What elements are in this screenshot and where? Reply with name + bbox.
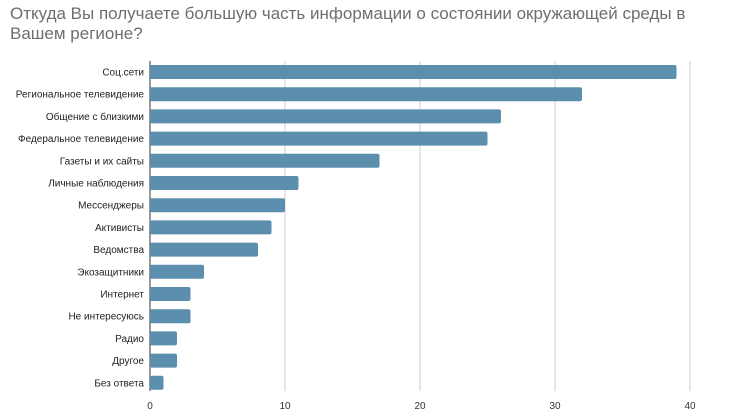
category-label: Газеты и их сайты <box>60 156 144 167</box>
category-label: Общение с близкими <box>46 111 144 123</box>
x-tick-label: 30 <box>549 401 561 412</box>
category-label: Соц.сети <box>102 68 144 79</box>
bar <box>150 242 258 257</box>
x-axis-tick-labels: 0 10 20 30 40 <box>147 401 696 412</box>
bar <box>150 220 272 235</box>
bars <box>150 65 677 390</box>
category-label: Другое <box>112 356 144 367</box>
category-label: Региональное телевидение <box>16 90 145 101</box>
bar <box>150 87 582 102</box>
bar <box>150 131 488 146</box>
bar <box>150 264 204 279</box>
category-label: Не интересуюсь <box>68 312 144 323</box>
x-tick-label: 0 <box>147 401 153 412</box>
x-tick-label: 10 <box>279 401 291 412</box>
bar <box>150 65 677 79</box>
bar <box>150 153 380 168</box>
chart-title: Откуда Вы получаете большую часть информ… <box>10 4 686 43</box>
category-labels: Соц.сети Региональное телевидение Общение … <box>16 68 145 390</box>
bar <box>150 287 191 301</box>
bar <box>150 353 177 368</box>
x-tick-label: 40 <box>684 401 696 412</box>
category-label: Мессенджеры <box>78 201 144 212</box>
category-label: Экозащитники <box>77 267 144 278</box>
category-label: Ведомства <box>93 245 144 256</box>
x-tick-label: 20 <box>414 401 426 412</box>
category-label: Федеральное телевидение <box>18 134 144 145</box>
category-label: Личные наблюдения <box>48 178 144 190</box>
bar <box>150 109 501 124</box>
category-label: Без ответа <box>94 378 144 389</box>
bar <box>150 375 164 390</box>
bar <box>150 198 285 213</box>
bar <box>150 331 177 346</box>
bar <box>150 309 191 324</box>
category-label: Активисты <box>95 223 144 234</box>
category-label: Радио <box>115 334 144 345</box>
category-label: Интернет <box>100 290 144 301</box>
bar <box>150 176 299 190</box>
